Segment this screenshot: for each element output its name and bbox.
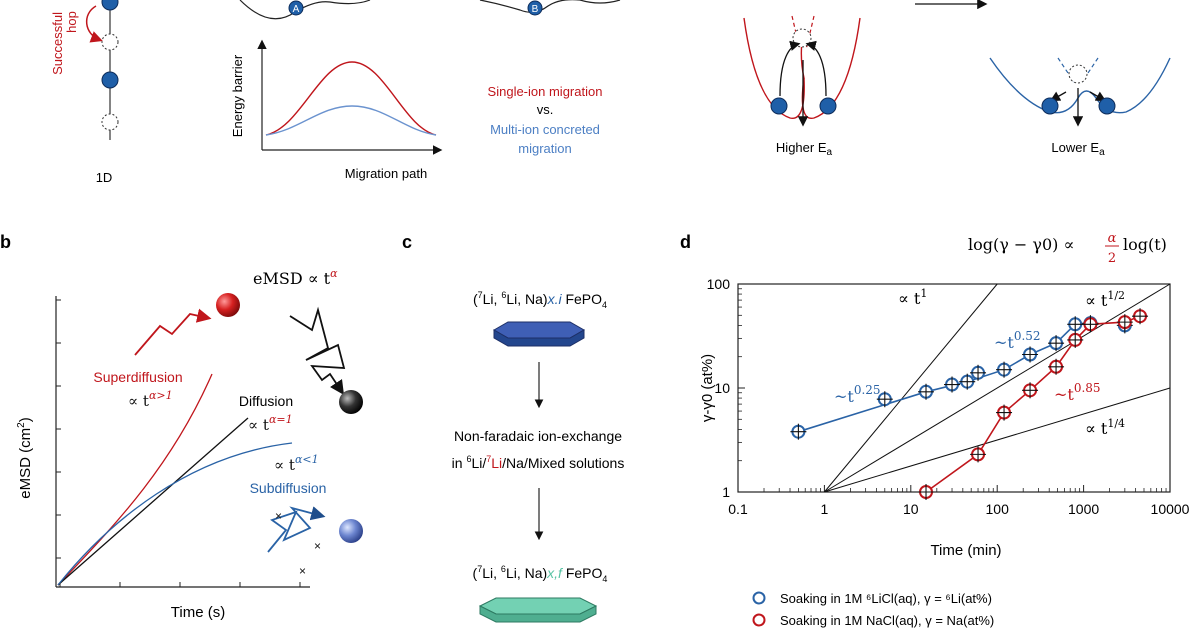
vacant-site [101, 33, 119, 51]
initial-crystal [492, 321, 586, 347]
vacant-site [101, 113, 119, 131]
panel-b: b eMSD ∝ tα × × × Superdiffusion ∝ tα>1 … [0, 232, 363, 621]
emsd-title: eMSD ∝ tα [253, 267, 338, 288]
panel-b-label: b [0, 232, 11, 252]
path-axis-label: Migration path [345, 166, 427, 181]
ref-label-t12: ∝ t1/2 [1085, 289, 1125, 310]
eq-frac-den: 2 [1108, 251, 1116, 266]
site-b-label: B [532, 4, 539, 15]
x-tick-label: 1 [821, 501, 829, 517]
y-tick-label: 10 [714, 380, 730, 396]
x-tick-label: 0.1 [728, 501, 748, 517]
hop-label-2: hop [64, 11, 79, 33]
superdiffusion-curve [57, 373, 213, 586]
data-points [790, 308, 1149, 500]
subdiffusion-label: Subdiffusion [250, 480, 327, 496]
x-tick-label: 10 [903, 501, 919, 517]
reference-line [824, 283, 1171, 493]
fit-label-052: ~t0.52 [994, 329, 1041, 352]
eq-tail: log(t) [1123, 235, 1167, 254]
multi-ion-curve [265, 105, 437, 136]
ref-label-t14: ∝ t1/4 [1085, 417, 1125, 438]
fit-label-025: ~t0.25 [834, 383, 881, 406]
scaling-equation: log(γ − γ0) ∝ [968, 235, 1074, 254]
lower-ea-label: Lower Ea [1051, 140, 1105, 158]
diffusion-curve [57, 417, 249, 586]
superdiffusion-label: Superdiffusion [93, 369, 182, 385]
site-a-label: A [293, 4, 300, 15]
panel-b-ylabel: eMSD (cm2) [16, 417, 34, 498]
x-tick-label: 100 [986, 501, 1010, 517]
svg-text:×: × [299, 564, 306, 578]
superdiffusion-scaling: ∝ tα>1 [128, 389, 173, 410]
ion-site [101, 0, 119, 11]
panel-c: c (7Li, 6Li, Na)x.i FePO4 Non-faradaic i… [402, 232, 625, 623]
chain-1d: Successful hop 1D [50, 0, 119, 185]
legend-li: Soaking in 1M ⁶LiCl(aq), γ = ⁶Li(at%) [780, 591, 992, 606]
diffusion-trajectory [289, 306, 346, 395]
energy-axis-label: Energy barrier [230, 54, 245, 137]
x-tick-label: 10000 [1151, 501, 1190, 517]
superdiffusion-trajectory [134, 308, 212, 356]
svg-text:×: × [314, 539, 321, 553]
superdiffusion-particle [216, 293, 240, 317]
fit-label-085: ~t0.85 [1054, 381, 1101, 404]
single-ion-curve [265, 61, 437, 136]
ref-label-t1: ∝ t1 [898, 287, 927, 308]
legend-marker-na [752, 613, 766, 627]
x-tick-label: 1000 [1068, 501, 1099, 517]
axis-ticks [737, 283, 1171, 493]
final-formula: (7Li, 6Li, Na)x,f FePO4 [473, 564, 608, 584]
subdiffusion-scaling: ∝ tα<1 [274, 453, 319, 474]
panel-c-label: c [402, 232, 412, 252]
diffusion-scaling: ∝ tα=1 [248, 413, 293, 434]
vs-label: vs. [537, 102, 554, 117]
initial-formula: (7Li, 6Li, Na)x.i FePO4 [473, 290, 607, 310]
panel-d-xlabel: Time (min) [930, 542, 1001, 559]
final-crystal [478, 597, 598, 623]
hop-arrow [86, 5, 103, 43]
legend-na: Soaking in 1M NaCl(aq), γ = Na(at%) [780, 613, 994, 628]
energy-barrier-plot: Energy barrier Migration path Single-ion… [230, 39, 603, 181]
double-well-higher: Higher Ea [743, 15, 861, 158]
diffusion-label: Diffusion [239, 393, 293, 409]
fit-line-025 [798, 391, 927, 433]
multi-ion-label-1: Multi-ion concreted [490, 122, 600, 137]
panel-b-xlabel: Time (s) [171, 604, 225, 621]
double-well-lower: Lower Ea [989, 57, 1171, 158]
dim-label: 1D [96, 170, 113, 185]
y-tick-label: 1 [722, 484, 730, 500]
subdiffusion-curve [57, 442, 293, 586]
multi-ion-label-2: migration [518, 141, 571, 156]
higher-ea-label: Higher Ea [776, 140, 833, 158]
reference-line [824, 283, 998, 493]
process-line-2: in 6Li/7Li/Na/Mixed solutions [452, 454, 625, 471]
panel-d-label: d [680, 232, 691, 252]
reference-line [824, 387, 1171, 493]
single-ion-label: Single-ion migration [488, 84, 603, 99]
hop-label-1: Successful [50, 12, 65, 75]
panel-d-ylabel: γ-γ0 (at%) [699, 354, 716, 422]
eq-frac-num: α [1108, 231, 1117, 246]
reference-lines [824, 283, 1171, 493]
diffusion-particle [339, 390, 363, 414]
legend-marker-li [752, 591, 766, 605]
panel-d: d log(γ − γ0) ∝ α 2 log(t) 0.1 1 10 100 1000… [680, 231, 1190, 628]
ion-site [101, 71, 119, 89]
potential-wells-top: A B [239, 0, 621, 20]
process-line-1: Non-faradaic ion-exchange [454, 428, 622, 444]
subdiffusion-particle [339, 519, 363, 543]
subdiffusion-trajectory [267, 506, 326, 553]
svg-text:×: × [275, 509, 282, 523]
y-tick-label: 100 [707, 276, 731, 292]
